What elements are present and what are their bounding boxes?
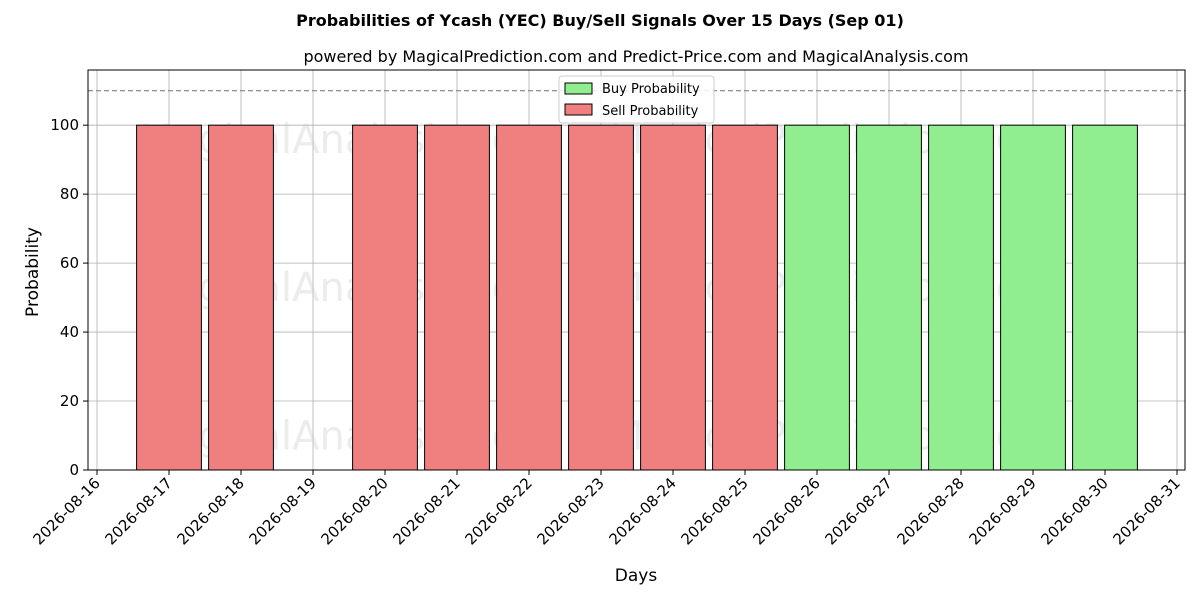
x-tick-label: 2026-08-29 — [965, 474, 1039, 548]
legend-label-sell: Sell Probability — [602, 104, 699, 119]
x-tick-label: 2026-08-20 — [317, 474, 391, 548]
plot-area: MagicalAnalysis.comMagicalPrediction.com… — [29, 69, 1186, 548]
y-tick-label: 80 — [60, 185, 79, 203]
bar-buy — [1000, 124, 1066, 471]
x-tick-label: 2026-08-24 — [605, 474, 679, 548]
x-axis-ticks: 2026-08-162026-08-172026-08-182026-08-19… — [29, 470, 1184, 548]
bar-sell — [352, 124, 418, 471]
y-tick-label: 100 — [50, 116, 79, 134]
x-tick-label: 2026-08-30 — [1037, 474, 1111, 548]
legend-label-buy: Buy Probability — [602, 82, 700, 97]
x-tick-label: 2026-08-31 — [1109, 474, 1183, 548]
chart-subtitle: powered by MagicalPrediction.com and Pre… — [303, 47, 968, 66]
bar-sell — [640, 124, 706, 471]
y-tick-label: 40 — [60, 323, 79, 341]
x-tick-label: 2026-08-28 — [893, 474, 967, 548]
bars — [136, 124, 1138, 471]
y-axis-ticks: 0 20 40 60 80 100 — [50, 116, 88, 479]
x-tick-label: 2026-08-18 — [173, 474, 247, 548]
legend: Buy Probability Sell Probability — [558, 75, 715, 124]
x-tick-label: 2026-08-26 — [749, 474, 823, 548]
x-tick-label: 2026-08-25 — [677, 474, 751, 548]
y-axis-label: Probability — [23, 227, 43, 317]
bar-buy — [928, 124, 994, 471]
x-tick-label: 2026-08-23 — [533, 474, 607, 548]
bar-buy — [784, 124, 850, 471]
chart-title: Probabilities of Ycash (YEC) Buy/Sell Si… — [296, 11, 904, 30]
bar-sell — [136, 124, 202, 471]
y-tick-label: 0 — [69, 461, 79, 479]
x-tick-label: 2026-08-16 — [29, 474, 103, 548]
x-tick-label: 2026-08-19 — [245, 474, 319, 548]
bar-sell — [712, 124, 778, 471]
bar-sell — [496, 124, 562, 471]
bar-buy — [856, 124, 922, 471]
plot-frame — [87, 69, 1186, 471]
y-tick-label: 20 — [60, 392, 79, 410]
legend-swatch-sell — [564, 103, 593, 116]
x-tick-label: 2026-08-21 — [389, 474, 463, 548]
legend-box — [558, 75, 715, 124]
x-tick-label: 2026-08-22 — [461, 474, 535, 548]
x-tick-label: 2026-08-27 — [821, 474, 895, 548]
x-tick-label: 2026-08-17 — [101, 474, 175, 548]
legend-swatch-buy — [564, 82, 593, 95]
bar-sell — [568, 124, 634, 471]
bar-sell — [424, 124, 490, 471]
bar-sell — [208, 124, 274, 471]
x-axis-label: Days — [615, 566, 658, 586]
y-tick-label: 60 — [60, 254, 79, 272]
bar-buy — [1072, 124, 1138, 471]
